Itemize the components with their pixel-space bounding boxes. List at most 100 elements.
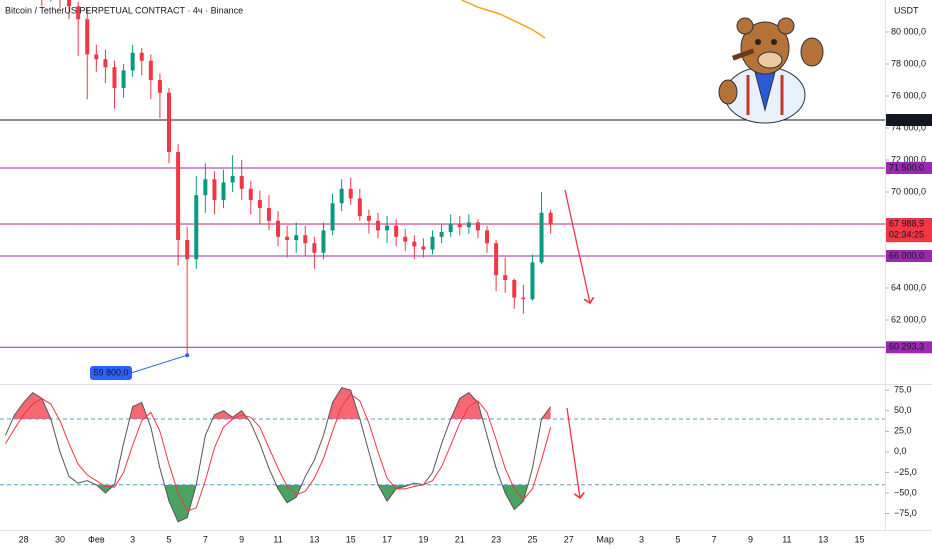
y-tick-label: 64 000,0 xyxy=(891,282,926,292)
last-price-label: 67 988,9 xyxy=(889,219,924,229)
y-tick-label: 70 000,0 xyxy=(891,186,926,196)
candle-body xyxy=(439,232,444,237)
y-tick-label: −25,0 xyxy=(894,467,917,477)
level-label: 60 293,3 xyxy=(889,342,924,352)
candle-body xyxy=(485,230,490,244)
candle-body xyxy=(239,176,244,189)
x-tick-label: 7 xyxy=(712,534,717,544)
x-tick-label: 27 xyxy=(564,534,574,544)
x-tick-label: 7 xyxy=(203,534,208,544)
candle-body xyxy=(430,236,435,250)
y-tick-label: 75,0 xyxy=(894,385,912,395)
candle-body xyxy=(412,241,417,247)
candle-body xyxy=(203,179,208,196)
candle-body xyxy=(366,216,371,221)
x-tick-label: 28 xyxy=(19,534,29,544)
x-tick-label: 9 xyxy=(748,534,753,544)
oscillator-pane xyxy=(0,387,885,523)
annotation-connector xyxy=(130,354,188,374)
candle-body xyxy=(167,92,172,152)
x-tick-label: 5 xyxy=(675,534,680,544)
candle-body xyxy=(303,235,308,244)
x-tick-label: 9 xyxy=(239,534,244,544)
candle-body xyxy=(521,297,526,300)
y-tick-label: 76 000,0 xyxy=(891,90,926,100)
x-tick-label: 13 xyxy=(309,534,319,544)
candle-body xyxy=(85,19,90,55)
candle-body xyxy=(330,203,335,231)
candle-body xyxy=(94,54,99,60)
level-label-bg xyxy=(886,114,932,126)
x-tick-label: 30 xyxy=(55,534,65,544)
level-label: 66 000,0 xyxy=(889,250,924,260)
candle-body xyxy=(312,243,317,253)
candle-body xyxy=(512,280,517,298)
x-tick-label: 15 xyxy=(855,534,865,544)
candle-body xyxy=(539,212,544,263)
x-tick-label: Фев xyxy=(88,534,105,544)
candle-body xyxy=(457,224,462,228)
candle-body xyxy=(257,200,262,208)
x-tick-label: 13 xyxy=(818,534,828,544)
y-tick-label: 80 000,0 xyxy=(891,26,926,36)
candle-body xyxy=(530,262,535,300)
level-label-bg xyxy=(886,250,932,262)
annotation-point xyxy=(185,353,190,358)
candle-body xyxy=(112,67,117,88)
candle-body xyxy=(394,225,399,237)
candle-body xyxy=(76,6,81,20)
candle-body xyxy=(185,240,190,260)
y-tick-label: 74 000,0 xyxy=(891,122,926,132)
annotation-label: 59 800,0 xyxy=(93,367,128,377)
candle-body xyxy=(139,52,144,61)
candle-body xyxy=(339,188,344,204)
candle-body xyxy=(503,275,508,280)
y-tick-label: 50,0 xyxy=(894,405,912,415)
candle-body xyxy=(121,70,126,88)
y-tick-label: 78 000,0 xyxy=(891,58,926,68)
candle-body xyxy=(285,236,290,240)
x-tick-label: 23 xyxy=(491,534,501,544)
candle-body xyxy=(375,220,380,231)
candle-body xyxy=(348,188,353,199)
candle-body xyxy=(357,198,362,216)
candle-body xyxy=(67,0,72,7)
x-tick-label: 25 xyxy=(527,534,537,544)
candle-body xyxy=(548,212,553,225)
symbol-title: Bitcoin / TetherUS PERPETUAL CONTRACT · … xyxy=(5,5,243,15)
x-tick-label: 15 xyxy=(346,534,356,544)
candle-body xyxy=(475,222,480,231)
forecast-arrow xyxy=(566,407,580,498)
currency: USDT xyxy=(894,5,919,15)
candle-body xyxy=(148,60,153,80)
y-tick-label: −75,0 xyxy=(894,508,917,518)
candle-body xyxy=(157,80,162,93)
candle-body xyxy=(421,246,426,250)
candle-body xyxy=(403,236,408,242)
candle-body xyxy=(276,220,281,237)
level-label-bg xyxy=(886,162,932,174)
x-tick-label: 3 xyxy=(639,534,644,544)
y-tick-label: 0,0 xyxy=(894,446,907,456)
y-tick-label: 62 000,0 xyxy=(891,314,926,324)
candle-body xyxy=(103,59,108,68)
x-tick-label: Мар xyxy=(596,534,614,544)
mascot xyxy=(718,17,824,124)
candle-body xyxy=(212,179,217,200)
candle-body xyxy=(176,152,181,240)
x-tick-label: 19 xyxy=(418,534,428,544)
candle-body xyxy=(230,176,235,183)
level-label: 71 500,0 xyxy=(889,162,924,172)
annotation-bg xyxy=(90,366,132,380)
candle-body xyxy=(130,52,135,71)
candle-body xyxy=(494,243,499,276)
y-tick-label: 25,0 xyxy=(894,426,912,436)
oscillator-line xyxy=(5,393,552,512)
candle-body xyxy=(248,188,253,200)
candle-body xyxy=(266,208,271,221)
last-price-bg xyxy=(886,218,932,243)
forecast-arrow xyxy=(564,189,590,303)
candle-body xyxy=(194,195,199,260)
x-tick-label: 21 xyxy=(455,534,465,544)
